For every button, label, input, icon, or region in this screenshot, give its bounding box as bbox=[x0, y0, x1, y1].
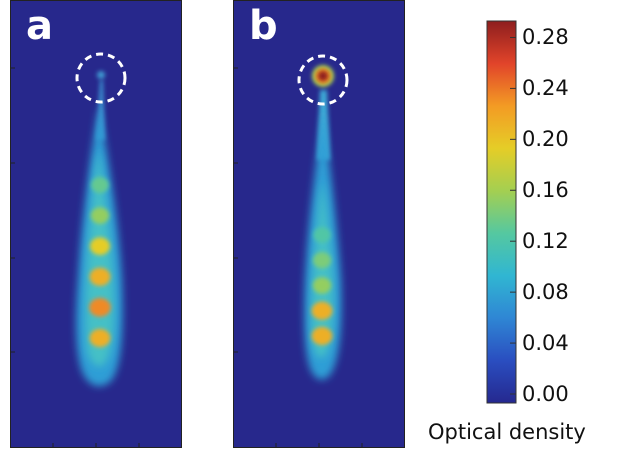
panel-b-image: b bbox=[233, 0, 405, 448]
panel-a-letter: a bbox=[26, 3, 53, 49]
density-peak bbox=[89, 298, 111, 317]
panel-b-letter: b bbox=[249, 3, 278, 49]
colorbar-tick-label: 0.28 bbox=[522, 25, 569, 50]
density-peak bbox=[90, 237, 110, 255]
colorbar-tick-label: 0.12 bbox=[522, 229, 569, 254]
panel-b-circled-spot bbox=[312, 65, 334, 87]
colorbar-title: Optical density bbox=[428, 420, 586, 444]
panel-b-peaks bbox=[311, 227, 333, 346]
colorbar-tick-label: 0.24 bbox=[522, 76, 569, 101]
panel-b-dashed-circle bbox=[297, 54, 349, 106]
density-peak bbox=[313, 252, 331, 269]
panel-b-plot bbox=[233, 0, 405, 448]
colorbar-tick-label: 0.04 bbox=[522, 331, 569, 356]
panel-a-peaks bbox=[89, 177, 111, 348]
colorbar-tick-label: 0.08 bbox=[522, 280, 569, 305]
spot-layer bbox=[318, 71, 328, 81]
panel-a-image: a bbox=[10, 0, 182, 448]
density-peak bbox=[311, 301, 333, 320]
colorbar-tick-label: 0.16 bbox=[522, 178, 569, 203]
colorbar-ticks bbox=[510, 36, 516, 395]
colorbar-svg bbox=[486, 20, 517, 404]
density-peak bbox=[91, 177, 109, 193]
panel-a-circled-spot bbox=[97, 71, 105, 79]
colorbar-tick-label: 0.20 bbox=[522, 127, 569, 152]
panel-b-frame bbox=[233, 0, 405, 448]
density-peak bbox=[90, 207, 110, 224]
panel-a-plot bbox=[10, 0, 182, 448]
colorbar-gradient bbox=[486, 20, 517, 404]
density-peak bbox=[311, 326, 333, 346]
panel-a-frame bbox=[10, 0, 182, 448]
colorbar-tick-label: 0.00 bbox=[522, 382, 569, 406]
colorbar bbox=[466, 14, 642, 414]
density-peak bbox=[89, 267, 111, 286]
density-peak bbox=[312, 277, 332, 294]
panel-a-dashed-circle bbox=[75, 52, 127, 104]
density-peak bbox=[89, 328, 111, 348]
density-peak bbox=[313, 227, 331, 243]
